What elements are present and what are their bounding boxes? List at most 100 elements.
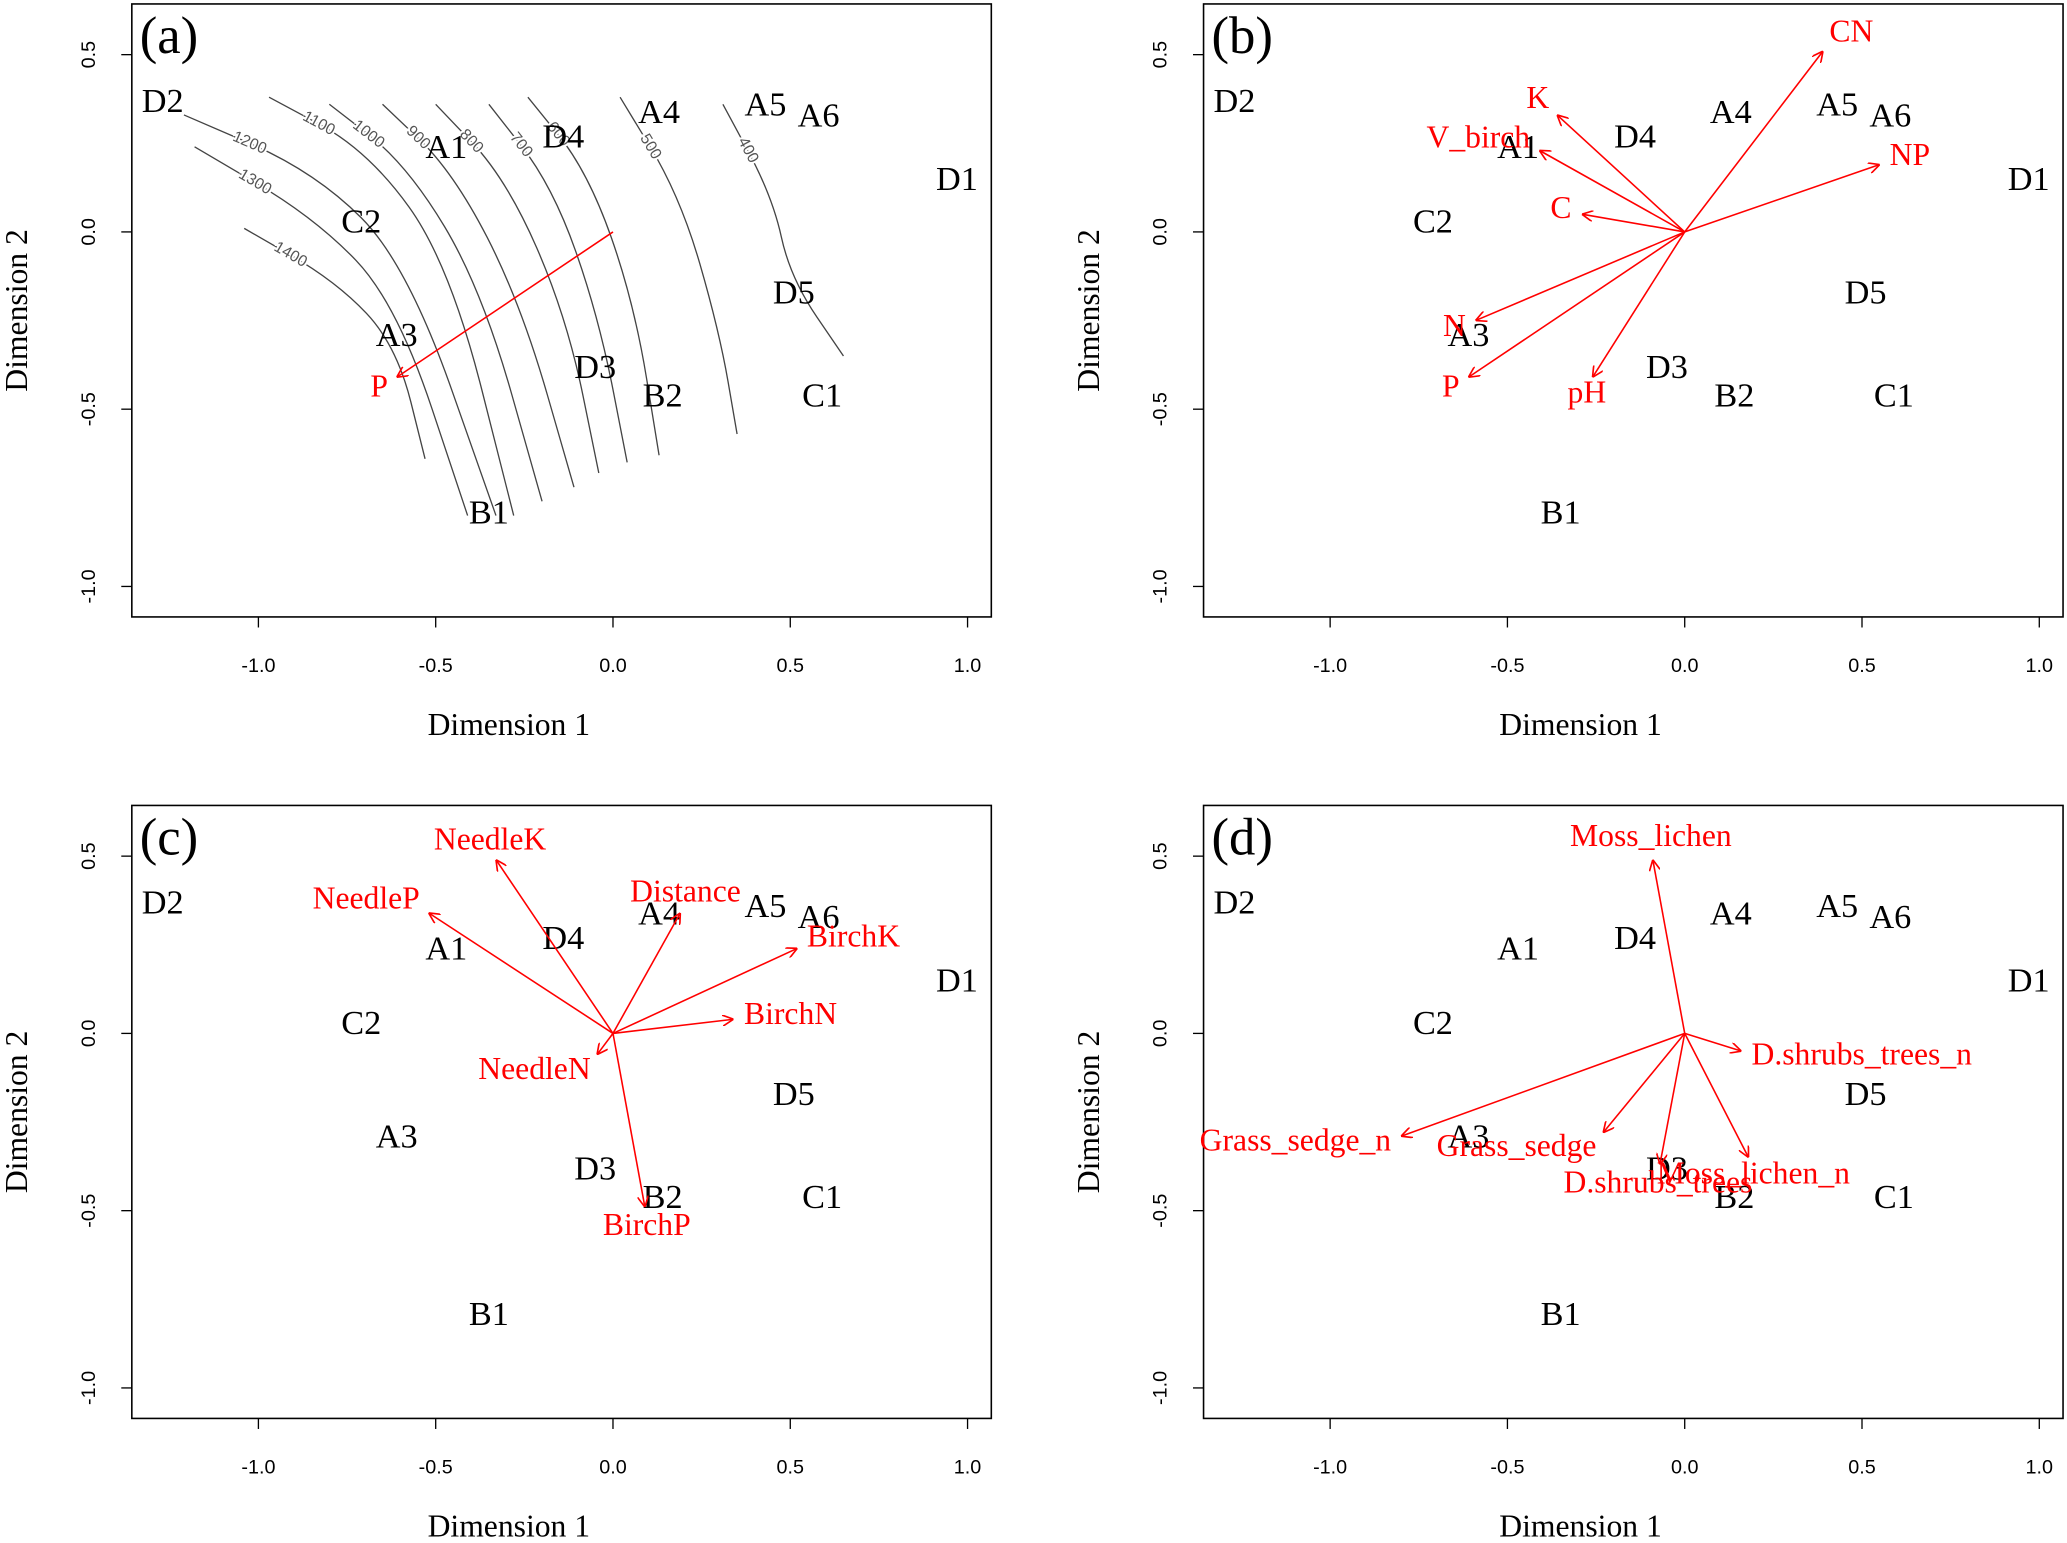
plot-box	[131, 3, 993, 618]
site-label: D2	[1213, 82, 1255, 120]
site-label: D1	[2008, 962, 2050, 1000]
vector-label: P	[370, 368, 388, 403]
vector-label: pH	[1568, 374, 1607, 409]
x-tick-label: -0.5	[419, 1457, 453, 1479]
site-label: A5	[745, 887, 787, 925]
y-axis-label: Dimension 2	[1071, 1031, 1106, 1194]
y-tick-label: -0.5	[78, 1194, 100, 1228]
vector-label: NP	[1890, 137, 1930, 172]
site-label: A6	[798, 96, 840, 134]
y-tick-label: 0.0	[78, 1020, 100, 1047]
vector-label: CN	[1829, 14, 1873, 49]
site-label: B1	[469, 1295, 509, 1333]
vector-label: C	[1550, 190, 1571, 225]
y-tick-label: -0.5	[1150, 1194, 1172, 1228]
panel: -1.0 -0.5 0.0 0.5 1.0 -1.0 -0.5 0.0 0.5 Dimension…	[1071, 804, 2064, 1543]
site-label: B1	[1541, 493, 1581, 531]
panel: -1.0 -0.5 0.0 0.5 1.0 -1.0 -0.5 0.0 0.5 Dimension…	[0, 3, 993, 742]
x-tick-label: -0.5	[419, 655, 453, 677]
vector-label: K	[1526, 80, 1549, 115]
vector-arrow	[1401, 1032, 1685, 1136]
x-tick-label: 1.0	[954, 655, 981, 677]
site-label: A3	[1447, 1118, 1489, 1156]
x-tick-label: 0.5	[777, 1457, 804, 1479]
vector-label: BirchK	[807, 919, 900, 954]
plot-box	[1202, 804, 2064, 1420]
site-label: A5	[1816, 887, 1858, 925]
contour-label: 1400	[271, 239, 310, 271]
vector-arrow	[612, 1019, 734, 1035]
vector-label: D.shrubs_trees	[1564, 1165, 1753, 1200]
contour-line	[722, 103, 845, 357]
site-label: B1	[469, 493, 509, 531]
plot-box	[131, 804, 993, 1420]
contour-line	[268, 96, 515, 516]
vector-label: NeedleN	[478, 1051, 591, 1086]
x-tick-label: -1.0	[1313, 1457, 1347, 1479]
panel-label: (a)	[140, 7, 199, 65]
vector-arrow	[1468, 231, 1686, 377]
vector-label: NeedleP	[313, 881, 420, 916]
site-label: D5	[1845, 274, 1887, 312]
site-label: D2	[142, 82, 184, 120]
site-label: C2	[1413, 203, 1453, 241]
x-tick-label: -0.5	[1490, 1457, 1524, 1479]
y-tick-label: 0.5	[1150, 41, 1172, 68]
y-axis-label: Dimension 2	[0, 1031, 34, 1194]
site-label: B2	[643, 1178, 683, 1216]
panel-label: (b)	[1211, 7, 1272, 65]
y-tick-label: 0.5	[1150, 842, 1172, 869]
site-label: D2	[1213, 884, 1255, 922]
site-label: A4	[638, 93, 680, 131]
vector-label: NeedleK	[434, 821, 547, 856]
vector-label: P	[1442, 368, 1460, 403]
site-label: D5	[773, 1075, 815, 1113]
site-label: B2	[643, 376, 683, 414]
x-tick-label: 0.0	[1671, 1457, 1698, 1479]
site-label: A1	[425, 128, 467, 166]
contour-label: 400	[734, 135, 762, 166]
vector-arrow	[1684, 165, 1880, 233]
vector-arrow	[597, 1032, 614, 1054]
site-label: A6	[1869, 96, 1911, 134]
panel-label: (d)	[1211, 808, 1272, 866]
vector-arrow	[1582, 214, 1685, 233]
site-label: B1	[1541, 1295, 1581, 1333]
site-label: D3	[574, 1150, 616, 1188]
site-label: A3	[1447, 316, 1489, 354]
site-label: D3	[574, 348, 616, 386]
x-tick-label: 0.0	[599, 655, 626, 677]
x-tick-label: -0.5	[1490, 655, 1524, 677]
vector-arrow	[429, 913, 614, 1035]
site-label: D1	[936, 160, 978, 198]
site-label: B2	[1714, 1178, 1754, 1216]
x-axis-label: Dimension 1	[428, 707, 591, 742]
site-label: C1	[802, 376, 842, 414]
site-label: D1	[2008, 160, 2050, 198]
contour-line	[619, 96, 738, 435]
vector-label: Grass_sedge_n	[1200, 1123, 1392, 1158]
y-tick-label: 0.5	[78, 842, 100, 869]
x-tick-label: 0.0	[599, 1457, 626, 1479]
x-tick-label: 0.5	[1848, 655, 1875, 677]
vector-arrow	[1603, 1032, 1686, 1132]
site-label: C1	[1874, 1178, 1914, 1216]
site-label: C1	[802, 1178, 842, 1216]
y-tick-label: -1.0	[78, 569, 100, 603]
contour-label: 1200	[230, 128, 269, 158]
vector-arrow	[496, 860, 614, 1034]
vector-label: BirchP	[603, 1207, 691, 1242]
contour-label: 700	[506, 129, 536, 160]
x-tick-label: 1.0	[2026, 1457, 2053, 1479]
y-tick-label: -0.5	[78, 392, 100, 426]
site-label: A1	[1497, 930, 1539, 968]
vector-label: Grass_sedge	[1437, 1128, 1597, 1163]
site-label: A1	[425, 930, 467, 968]
vector-arrow	[1684, 1032, 1742, 1051]
plot-box	[1202, 3, 2064, 618]
x-axis-label: Dimension 1	[428, 1508, 591, 1543]
vector-label: V_birch	[1426, 119, 1530, 154]
vector-arrow	[1660, 1033, 1686, 1164]
y-axis-label: Dimension 2	[1071, 229, 1106, 392]
